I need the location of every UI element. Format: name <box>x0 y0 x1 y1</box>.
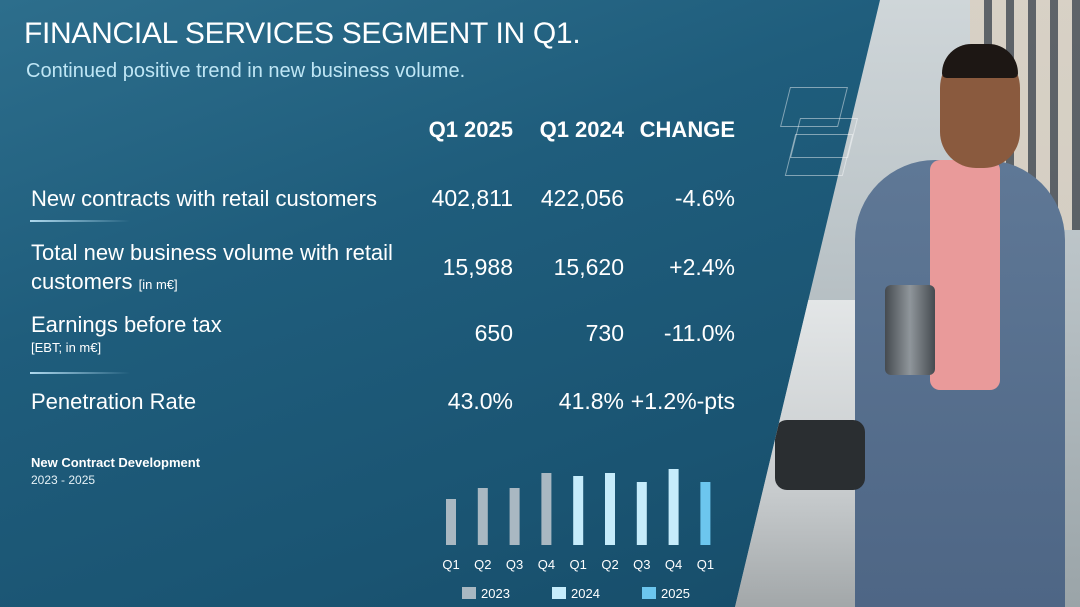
row2-unit: [in m€] <box>138 277 178 292</box>
chart-title: New Contract Development <box>31 455 201 470</box>
row-separator <box>30 220 130 222</box>
tick-label: Q2 <box>474 557 491 572</box>
row1-q1-2024: 422,056 <box>540 185 624 211</box>
charging-cable-image <box>775 420 865 490</box>
tick-label: Q3 <box>506 557 523 572</box>
decor-square-3 <box>784 134 854 176</box>
col-header-q1-2024: Q1 2024 <box>539 117 624 142</box>
legend-swatch-2024 <box>552 587 566 599</box>
col-header-change: CHANGE <box>639 117 735 142</box>
tick-label: Q1 <box>442 557 459 572</box>
coffee-cup-image <box>885 285 935 375</box>
bar-q4-2023 <box>541 473 552 545</box>
row3-change: -11.0% <box>663 320 735 346</box>
row4-q1-2024: 41.8% <box>558 388 624 414</box>
page-title: FINANCIAL SERVICES SEGMENT IN Q1. <box>24 17 581 50</box>
row1-change: -4.6% <box>674 185 735 211</box>
bar-q1-2025 <box>700 482 711 545</box>
legend-swatch-2023 <box>462 587 476 599</box>
bar-q4-2024 <box>668 469 679 545</box>
row4-change: +1.2%-pts <box>630 388 735 414</box>
tick-label: Q1 <box>697 557 714 572</box>
photo-man-with-car <box>735 0 1080 607</box>
row-label-ebt: Earnings before tax [EBT; in m€] <box>31 310 222 357</box>
tick-label: Q3 <box>633 557 650 572</box>
row2-label-line2: customers <box>31 269 133 294</box>
col-header-q1-2025: Q1 2025 <box>428 117 513 142</box>
row2-label-line1: Total new business volume with retail <box>31 240 393 265</box>
legend-label-2025: 2025 <box>661 586 690 601</box>
bar-q2-2023 <box>477 488 488 545</box>
row3-q1-2024: 730 <box>585 320 624 346</box>
row-separator <box>30 372 130 374</box>
bar-q1-2024 <box>573 476 584 545</box>
row3-label: Earnings before tax <box>31 312 222 337</box>
tick-label: Q2 <box>601 557 618 572</box>
row2-change: +2.4% <box>669 254 735 280</box>
bar-q2-2024 <box>605 473 615 545</box>
hair-image <box>942 44 1018 78</box>
legend-label-2024: 2024 <box>571 586 600 601</box>
row3-q1-2025: 650 <box>474 320 513 346</box>
row-label-penetration-rate: Penetration Rate <box>31 389 197 414</box>
row2-q1-2025: 15,988 <box>442 254 513 280</box>
row2-q1-2024: 15,620 <box>553 254 624 280</box>
row3-unit: [EBT; in m€] <box>31 340 102 355</box>
row4-q1-2025: 43.0% <box>447 388 513 414</box>
bar-q3-2024 <box>636 482 647 545</box>
row-label-business-volume: Total new business volume with retail cu… <box>31 238 393 299</box>
tick-label: Q4 <box>665 557 682 572</box>
row-label-new-contracts: New contracts with retail customers <box>31 186 377 211</box>
tick-label: Q1 <box>570 557 587 572</box>
legend-swatch-2025 <box>642 587 656 599</box>
page-subtitle: Continued positive trend in new business… <box>26 60 466 82</box>
chart-range: 2023 - 2025 <box>31 473 96 487</box>
legend-label-2023: 2023 <box>481 586 510 601</box>
bar-q3-2023 <box>509 488 520 545</box>
tick-label: Q4 <box>538 557 555 572</box>
shirt-image <box>930 160 1000 390</box>
bar-q1-2023 <box>446 499 456 545</box>
row1-q1-2025: 402,811 <box>431 185 513 211</box>
